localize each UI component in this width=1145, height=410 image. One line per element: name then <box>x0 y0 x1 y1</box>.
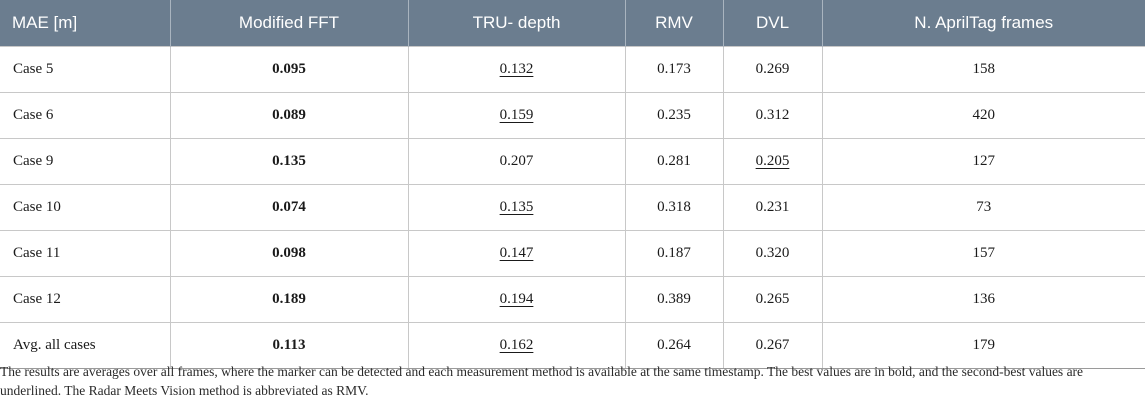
cell-rmv: 0.264 <box>624 322 724 369</box>
table-row: Case 12 0.189 0.194 0.389 0.265 136 <box>0 276 1145 323</box>
cell-case: Case 6 <box>0 92 171 139</box>
cell-tru-depth: 0.162 <box>407 322 626 369</box>
cell-value-best: 0.135 <box>272 153 306 169</box>
cell-value-second-best: 0.147 <box>499 245 534 261</box>
cell-apriltag-frames: 127 <box>821 138 1145 185</box>
cell-dvl: 0.267 <box>722 322 823 369</box>
cell-value-best: 0.113 <box>272 337 306 353</box>
header-modified-fft: Modified FFT <box>169 0 409 47</box>
cell-case: Case 10 <box>0 184 171 231</box>
cell-modified-fft: 0.095 <box>169 46 409 93</box>
table-row: Case 9 0.135 0.207 0.281 0.205 127 <box>0 138 1145 185</box>
cell-value-second-best: 0.159 <box>499 107 534 123</box>
cell-value-second-best: 0.194 <box>499 291 534 307</box>
header-row: MAE [m] Modified FFT TRU- depth RMV DVL … <box>0 0 1145 47</box>
cell-apriltag-frames: 157 <box>821 230 1145 277</box>
cell-dvl: 0.265 <box>722 276 823 323</box>
cell-value-second-best: 0.132 <box>499 61 534 77</box>
cell-tru-depth: 0.159 <box>407 92 626 139</box>
cell-rmv: 0.235 <box>624 92 724 139</box>
cell-modified-fft: 0.089 <box>169 92 409 139</box>
table-footnote: The results are averages over all frames… <box>0 364 1084 398</box>
table-header: MAE [m] Modified FFT TRU- depth RMV DVL … <box>0 0 1145 47</box>
results-table: MAE [m] Modified FFT TRU- depth RMV DVL … <box>0 0 1145 369</box>
header-dvl: DVL <box>722 0 823 47</box>
cell-modified-fft: 0.113 <box>169 322 409 369</box>
cell-tru-depth: 0.194 <box>407 276 626 323</box>
cell-case: Case 5 <box>0 46 171 93</box>
cell-tru-depth: 0.147 <box>407 230 626 277</box>
cell-modified-fft: 0.189 <box>169 276 409 323</box>
cell-tru-depth: 0.135 <box>407 184 626 231</box>
cell-modified-fft: 0.074 <box>169 184 409 231</box>
header-mae: MAE [m] <box>0 0 171 47</box>
cell-apriltag-frames: 136 <box>821 276 1145 323</box>
cell-case: Case 12 <box>0 276 171 323</box>
cell-value-second-best: 0.162 <box>499 337 534 353</box>
cell-rmv: 0.389 <box>624 276 724 323</box>
table-row: Case 5 0.095 0.132 0.173 0.269 158 <box>0 46 1145 93</box>
cell-dvl: 0.320 <box>722 230 823 277</box>
cell-modified-fft: 0.135 <box>169 138 409 185</box>
cell-dvl: 0.231 <box>722 184 823 231</box>
cell-apriltag-frames: 158 <box>821 46 1145 93</box>
cell-apriltag-frames: 179 <box>821 322 1145 369</box>
table-row-average: Avg. all cases 0.113 0.162 0.264 0.267 1… <box>0 322 1145 369</box>
cell-rmv: 0.187 <box>624 230 724 277</box>
cell-value-second-best: 0.205 <box>755 153 790 169</box>
cell-apriltag-frames: 73 <box>821 184 1145 231</box>
cell-tru-depth: 0.207 <box>407 138 626 185</box>
cell-apriltag-frames: 420 <box>821 92 1145 139</box>
table-row: Case 10 0.074 0.135 0.318 0.231 73 <box>0 184 1145 231</box>
cell-value-second-best: 0.135 <box>499 199 534 215</box>
cell-dvl: 0.269 <box>722 46 823 93</box>
cell-rmv: 0.173 <box>624 46 724 93</box>
header-rmv: RMV <box>624 0 724 47</box>
cell-tru-depth: 0.132 <box>407 46 626 93</box>
cell-modified-fft: 0.098 <box>169 230 409 277</box>
cell-value-best: 0.074 <box>272 199 306 215</box>
cell-value-best: 0.098 <box>272 245 306 261</box>
cell-case: Avg. all cases <box>0 322 171 369</box>
header-apriltag-frames: N. AprilTag frames <box>821 0 1145 47</box>
header-tru-depth: TRU- depth <box>407 0 626 47</box>
cell-case: Case 9 <box>0 138 171 185</box>
cell-dvl: 0.312 <box>722 92 823 139</box>
table-body: Case 5 0.095 0.132 0.173 0.269 158 Case … <box>0 46 1145 369</box>
cell-value-best: 0.189 <box>272 291 306 307</box>
cell-rmv: 0.281 <box>624 138 724 185</box>
cell-case: Case 11 <box>0 230 171 277</box>
table-row: Case 11 0.098 0.147 0.187 0.320 157 <box>0 230 1145 277</box>
cell-value-best: 0.089 <box>272 107 306 123</box>
cell-dvl: 0.205 <box>722 138 823 185</box>
cell-value-best: 0.095 <box>272 61 306 77</box>
cell-rmv: 0.318 <box>624 184 724 231</box>
table-row: Case 6 0.089 0.159 0.235 0.312 420 <box>0 92 1145 139</box>
